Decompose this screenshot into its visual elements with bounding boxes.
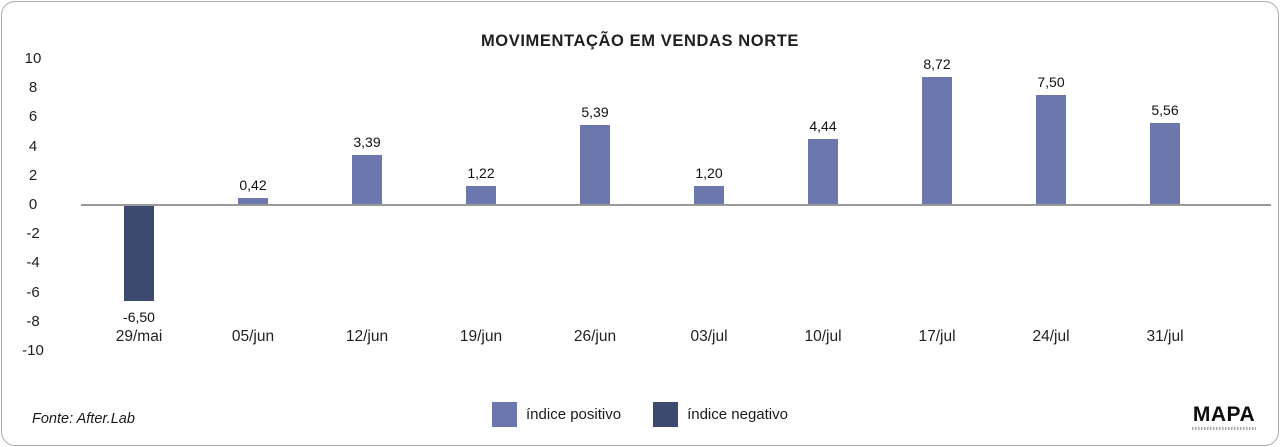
zero-axis-line (81, 204, 1271, 206)
x-tick-label: 10/jul (804, 328, 842, 345)
y-tick-label: 8 (28, 79, 38, 97)
y-tick-label: 0 (28, 196, 38, 213)
x-tick-label: 31/jul (1146, 328, 1184, 345)
bar-positive (922, 76, 952, 204)
x-tick-label: 19/jun (459, 328, 503, 345)
bar-value-label: 5,39 (581, 104, 609, 121)
bar-value-label: 1,22 (467, 165, 495, 182)
mapa-logo: MAPA (1192, 404, 1256, 430)
y-tick-label: 2 (28, 166, 38, 184)
legend-item-positive: índice positivo (492, 401, 622, 427)
bar-positive (808, 139, 838, 204)
bar-negative (124, 206, 154, 301)
y-tick-label: -6 (26, 283, 40, 301)
bar-positive (1036, 94, 1066, 204)
x-tick-label: 24/jul (1032, 328, 1070, 345)
x-tick-label: 03/jul (690, 328, 728, 345)
y-tick-label: -8 (26, 312, 40, 330)
bar-positive (580, 125, 610, 204)
x-tick-label: 26/jun (573, 328, 617, 345)
y-tick-label: 10 (24, 50, 42, 67)
y-tick-label: -10 (22, 342, 44, 359)
y-tick-label: 4 (28, 137, 38, 155)
bar-positive (694, 186, 724, 204)
negative-swatch-icon (653, 401, 679, 427)
bar-positive (1150, 122, 1180, 204)
bar-value-label: 8,72 (923, 55, 951, 72)
bar-positive (238, 197, 268, 204)
mapa-tagline (1192, 427, 1256, 430)
x-tick-label: 05/jun (231, 328, 275, 345)
bar-value-label: 0,42 (239, 176, 267, 193)
y-tick-label: -4 (26, 254, 40, 272)
source-caption: Fonte: After.Lab (32, 411, 135, 427)
legend-label-positive: índice positivo (526, 405, 622, 423)
bar-value-label: 1,20 (695, 165, 723, 182)
legend-label-negative: índice negativo (687, 405, 788, 423)
bar-value-label: -6,50 (123, 308, 155, 325)
legend-item-negative: índice negativo (653, 401, 788, 427)
x-tick-label: 17/jul (918, 328, 956, 345)
y-tick-label: 6 (28, 108, 38, 126)
chart-title: MOVIMENTAÇÃO EM VENDAS NORTE (480, 32, 800, 50)
y-tick-label: -2 (26, 225, 40, 243)
legend: índice positivo índice negativo (2, 400, 1278, 428)
x-tick-label: 29/mai (115, 328, 163, 345)
bar-value-label: 4,44 (809, 118, 837, 135)
bar-value-label: 5,56 (1151, 101, 1179, 118)
x-tick-label: 12/jun (345, 328, 389, 345)
bar-positive (352, 154, 382, 204)
bar-value-label: 7,50 (1037, 73, 1065, 90)
bar-positive (466, 186, 496, 204)
bar-value-label: 3,39 (353, 133, 381, 150)
mapa-logo-text: MAPA (1192, 403, 1256, 426)
positive-swatch-icon (492, 401, 518, 427)
